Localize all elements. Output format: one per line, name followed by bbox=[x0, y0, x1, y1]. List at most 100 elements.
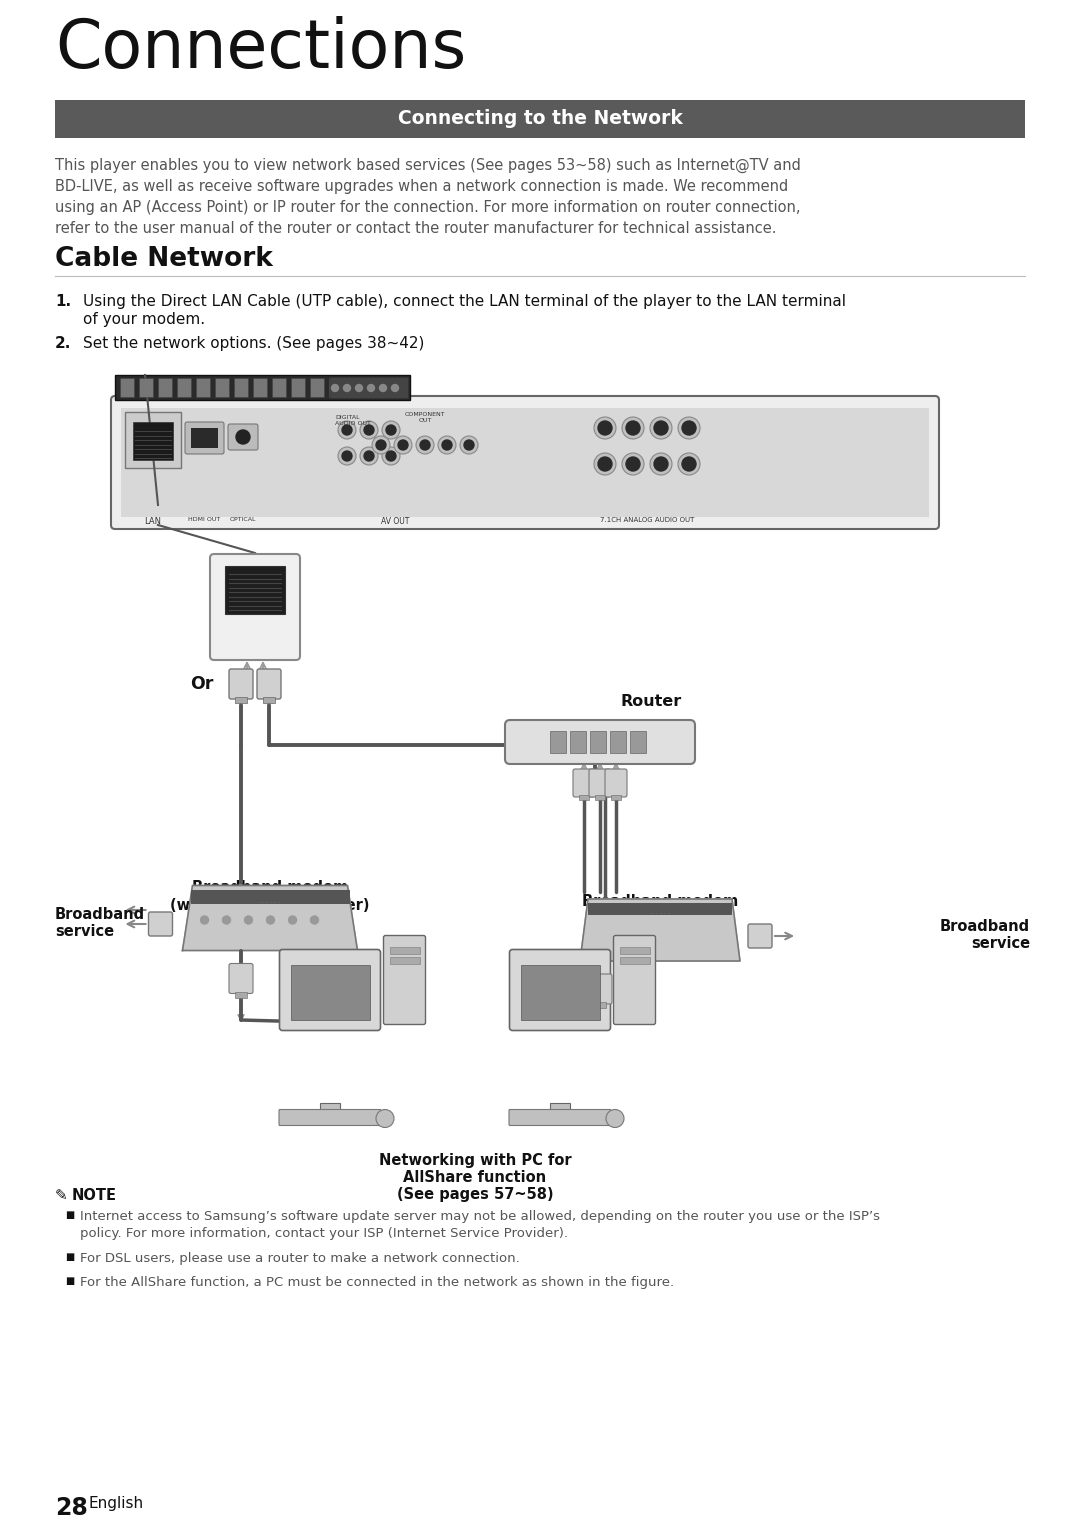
Bar bbox=[272, 378, 286, 397]
Circle shape bbox=[382, 421, 400, 440]
Text: Networking with PC for
AllShare function
(See pages 57~58): Networking with PC for AllShare function… bbox=[379, 1152, 571, 1203]
Circle shape bbox=[382, 447, 400, 466]
FancyBboxPatch shape bbox=[748, 924, 772, 948]
FancyBboxPatch shape bbox=[279, 1109, 381, 1126]
FancyBboxPatch shape bbox=[229, 669, 253, 699]
Text: 28: 28 bbox=[55, 1497, 87, 1520]
Text: Using the Direct LAN Cable (UTP cable), connect the LAN terminal of the player t: Using the Direct LAN Cable (UTP cable), … bbox=[83, 294, 846, 309]
FancyBboxPatch shape bbox=[55, 100, 1025, 138]
Text: ✎: ✎ bbox=[55, 1187, 68, 1203]
Bar bbox=[329, 378, 343, 397]
Polygon shape bbox=[580, 899, 740, 961]
Text: ■: ■ bbox=[65, 1276, 75, 1285]
Circle shape bbox=[364, 424, 374, 435]
Text: Broadband modem: Broadband modem bbox=[582, 895, 738, 908]
FancyBboxPatch shape bbox=[588, 974, 612, 1003]
FancyBboxPatch shape bbox=[589, 769, 611, 797]
Bar bbox=[320, 1103, 340, 1114]
Bar bbox=[133, 421, 173, 460]
Circle shape bbox=[681, 457, 696, 470]
FancyBboxPatch shape bbox=[605, 769, 627, 797]
Bar bbox=[390, 956, 419, 964]
Circle shape bbox=[237, 430, 249, 444]
Circle shape bbox=[626, 421, 640, 435]
Bar bbox=[595, 795, 605, 800]
Circle shape bbox=[360, 447, 378, 466]
Bar bbox=[114, 375, 410, 400]
Bar bbox=[303, 1112, 356, 1117]
FancyBboxPatch shape bbox=[111, 395, 939, 529]
Bar bbox=[610, 731, 626, 754]
FancyBboxPatch shape bbox=[185, 421, 224, 453]
Text: of your modem.: of your modem. bbox=[83, 313, 205, 326]
Text: refer to the user manual of the router or contact the router manufacturer for te: refer to the user manual of the router o… bbox=[55, 221, 777, 236]
FancyBboxPatch shape bbox=[383, 936, 426, 1025]
Circle shape bbox=[678, 417, 700, 440]
Circle shape bbox=[650, 453, 672, 475]
Bar bbox=[120, 378, 134, 397]
Circle shape bbox=[342, 450, 352, 461]
Circle shape bbox=[332, 385, 338, 392]
Text: DIGITAL
AUDIO OUT: DIGITAL AUDIO OUT bbox=[335, 415, 370, 426]
Bar bbox=[291, 965, 369, 1019]
Circle shape bbox=[360, 421, 378, 440]
FancyBboxPatch shape bbox=[509, 1109, 611, 1126]
Circle shape bbox=[654, 457, 669, 470]
Bar bbox=[594, 1002, 606, 1008]
Bar bbox=[330, 377, 408, 398]
Circle shape bbox=[364, 450, 374, 461]
Text: Cable Network: Cable Network bbox=[55, 247, 273, 273]
Text: ......: ...... bbox=[258, 893, 282, 905]
Bar bbox=[534, 1112, 586, 1117]
Circle shape bbox=[464, 440, 474, 450]
Text: ■: ■ bbox=[65, 1210, 75, 1219]
Bar bbox=[550, 1103, 570, 1114]
Circle shape bbox=[379, 385, 387, 392]
Circle shape bbox=[201, 916, 208, 924]
Bar bbox=[367, 378, 381, 397]
Circle shape bbox=[391, 385, 399, 392]
Circle shape bbox=[598, 457, 612, 470]
Circle shape bbox=[372, 437, 390, 453]
Circle shape bbox=[594, 417, 616, 440]
Bar bbox=[235, 697, 247, 703]
Bar bbox=[190, 890, 350, 904]
Circle shape bbox=[338, 447, 356, 466]
FancyBboxPatch shape bbox=[229, 964, 253, 993]
Text: For DSL users, please use a router to make a network connection.: For DSL users, please use a router to ma… bbox=[80, 1252, 519, 1265]
Circle shape bbox=[311, 916, 319, 924]
Text: LAN: LAN bbox=[145, 516, 162, 525]
Text: 2.: 2. bbox=[55, 336, 71, 351]
Bar bbox=[390, 947, 419, 953]
Circle shape bbox=[222, 916, 230, 924]
Bar bbox=[590, 731, 606, 754]
Text: AV OUT: AV OUT bbox=[381, 516, 409, 525]
Text: COMPONENT
OUT: COMPONENT OUT bbox=[405, 412, 445, 423]
Text: 7.1CH ANALOG AUDIO OUT: 7.1CH ANALOG AUDIO OUT bbox=[599, 516, 694, 522]
Circle shape bbox=[598, 421, 612, 435]
Circle shape bbox=[678, 453, 700, 475]
FancyBboxPatch shape bbox=[210, 555, 300, 660]
Text: policy. For more information, contact your ISP (Internet Service Provider).: policy. For more information, contact yo… bbox=[80, 1227, 568, 1239]
FancyBboxPatch shape bbox=[280, 950, 380, 1031]
Polygon shape bbox=[183, 885, 357, 950]
Circle shape bbox=[343, 385, 351, 392]
Text: Internet access to Samsung’s software update server may not be allowed, dependin: Internet access to Samsung’s software up… bbox=[80, 1210, 880, 1223]
Bar bbox=[177, 378, 191, 397]
Bar bbox=[620, 947, 649, 953]
Bar bbox=[588, 902, 732, 915]
Text: ■: ■ bbox=[65, 1252, 75, 1262]
Bar bbox=[521, 965, 599, 1019]
Bar bbox=[235, 991, 247, 997]
Text: English: English bbox=[87, 1497, 144, 1511]
Bar bbox=[191, 427, 218, 447]
Circle shape bbox=[244, 916, 253, 924]
Bar bbox=[139, 378, 153, 397]
Bar bbox=[570, 731, 586, 754]
Text: ......: ...... bbox=[648, 904, 672, 918]
Text: Set the network options. (See pages 38~42): Set the network options. (See pages 38~4… bbox=[83, 336, 424, 351]
Circle shape bbox=[622, 417, 644, 440]
Circle shape bbox=[386, 450, 396, 461]
Bar bbox=[215, 378, 229, 397]
Text: Connecting to the Network: Connecting to the Network bbox=[397, 109, 683, 129]
